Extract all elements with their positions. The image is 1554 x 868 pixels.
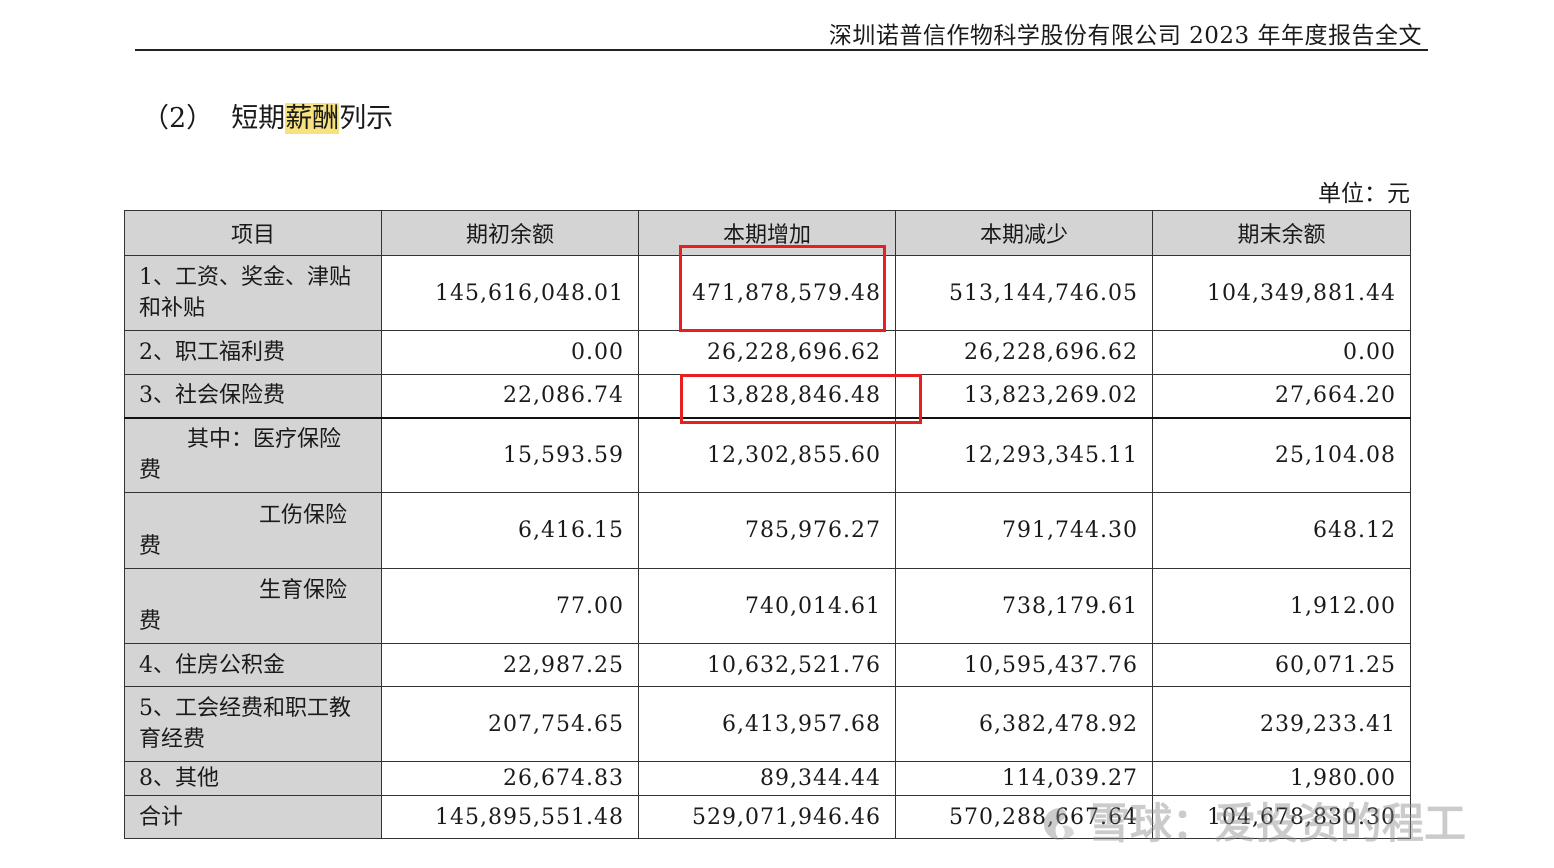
cell-increase: 740,014.61 — [638, 568, 896, 644]
row-label: 其中：医疗保险费 — [124, 416, 382, 493]
row-label: 8、其他 — [124, 761, 382, 796]
row-label: 4、住房公积金 — [124, 643, 382, 687]
cell-closing-balance: 25,104.08 — [1152, 416, 1411, 493]
cell-opening-balance: 26,674.83 — [381, 761, 639, 796]
section-number: （2） — [142, 103, 214, 134]
cell-decrease: 114,039.27 — [895, 761, 1153, 796]
cell-closing-balance: 239,233.41 — [1152, 686, 1411, 762]
row-label: 3、社会保险费 — [124, 374, 382, 418]
cell-opening-balance: 22,987.25 — [381, 643, 639, 687]
row-label: 工伤保险费 — [124, 492, 382, 569]
column-header: 期初余额 — [381, 210, 639, 256]
table-row: 4、住房公积金 22,987.25 10,632,521.76 10,595,4… — [124, 643, 1411, 687]
row-label: 合计 — [124, 795, 382, 839]
cell-opening-balance: 0.00 — [381, 330, 639, 375]
section-title-highlight: 薪酬 — [285, 103, 340, 134]
table-row: 工伤保险费 6,416.15 785,976.27 791,744.30 648… — [124, 492, 1411, 569]
table-row: 3、社会保险费 22,086.74 13,828,846.48 13,823,2… — [124, 374, 1411, 418]
cell-opening-balance: 145,616,048.01 — [381, 255, 639, 331]
cell-increase: 13,828,846.48 — [638, 374, 896, 418]
table-header-row: 项目 期初余额 本期增加 本期减少 期末余额 — [124, 210, 1411, 256]
short-term-compensation-table: 项目 期初余额 本期增加 本期减少 期末余额 1、工资、奖金、津贴 和补贴 145… — [124, 210, 1411, 839]
table-row: 2、职工福利费 0.00 26,228,696.62 26,228,696.62… — [124, 330, 1411, 375]
column-header: 本期增加 — [638, 210, 896, 256]
cell-increase: 12,302,855.60 — [638, 416, 896, 493]
cell-opening-balance: 22,086.74 — [381, 374, 639, 418]
cell-increase: 6,413,957.68 — [638, 686, 896, 762]
cell-decrease: 12,293,345.11 — [895, 416, 1153, 493]
cell-decrease: 13,823,269.02 — [895, 374, 1153, 418]
cell-closing-balance: 1,980.00 — [1152, 761, 1411, 796]
total-row: 合计 145,895,551.48 529,071,946.46 570,288… — [124, 795, 1411, 839]
cell-increase: 471,878,579.48 — [638, 255, 896, 331]
cell-closing-balance: 104,678,830.30 — [1152, 795, 1411, 839]
table-row: 其中：医疗保险费 15,593.59 12,302,855.60 12,293,… — [124, 416, 1411, 493]
watermark: 雪球：爱投资的程工 — [1040, 790, 1466, 851]
cell-increase: 10,632,521.76 — [638, 643, 896, 687]
row-label: 生育保险费 — [124, 568, 382, 644]
snowball-logo-icon — [1044, 808, 1074, 840]
cell-decrease: 10,595,437.76 — [895, 643, 1153, 687]
cell-opening-balance: 145,895,551.48 — [381, 795, 639, 839]
column-header: 本期减少 — [895, 210, 1153, 256]
cell-closing-balance: 104,349,881.44 — [1152, 255, 1411, 331]
cell-decrease: 791,744.30 — [895, 492, 1153, 569]
cell-increase: 26,228,696.62 — [638, 330, 896, 375]
cell-decrease: 570,288,667.64 — [895, 795, 1153, 839]
cell-decrease: 738,179.61 — [895, 568, 1153, 644]
cell-closing-balance: 648.12 — [1152, 492, 1411, 569]
table-row: 1、工资、奖金、津贴 和补贴 145,616,048.01 471,878,579… — [124, 255, 1411, 331]
cell-closing-balance: 60,071.25 — [1152, 643, 1411, 687]
section-title-pre: 短期 — [231, 103, 286, 134]
row-label: 2、职工福利费 — [124, 330, 382, 375]
row-label: 1、工资、奖金、津贴 和补贴 — [124, 255, 382, 331]
cell-opening-balance: 77.00 — [381, 568, 639, 644]
report-header-title: 深圳诺普信作物科学股份有限公司 2023 年年度报告全文 — [828, 23, 1422, 49]
column-header: 项目 — [124, 210, 382, 256]
header-divider — [135, 49, 1428, 51]
watermark-text: 雪球：爱投资的程工 — [1088, 799, 1467, 848]
cell-opening-balance: 15,593.59 — [381, 416, 639, 493]
cell-increase: 529,071,946.46 — [638, 795, 896, 839]
cell-closing-balance: 27,664.20 — [1152, 374, 1411, 418]
cell-decrease: 6,382,478.92 — [895, 686, 1153, 762]
row-label: 5、工会经费和职工教 育经费 — [124, 686, 382, 762]
cell-decrease: 513,144,746.05 — [895, 255, 1153, 331]
table-row: 5、工会经费和职工教 育经费 207,754.65 6,413,957.68 6,… — [124, 686, 1411, 762]
cell-closing-balance: 1,912.00 — [1152, 568, 1411, 644]
cell-increase: 89,344.44 — [638, 761, 896, 796]
table-row: 生育保险费 77.00 740,014.61 738,179.61 1,912.… — [124, 568, 1411, 644]
column-header: 期末余额 — [1152, 210, 1411, 256]
section-title-post: 列示 — [339, 103, 394, 134]
cell-closing-balance: 0.00 — [1152, 330, 1411, 375]
cell-increase: 785,976.27 — [638, 492, 896, 569]
cell-opening-balance: 6,416.15 — [381, 492, 639, 569]
unit-label: 单位：元 — [1318, 181, 1410, 207]
cell-opening-balance: 207,754.65 — [381, 686, 639, 762]
section-heading: （2） 短期薪酬列示 — [142, 96, 393, 135]
cell-decrease: 26,228,696.62 — [895, 330, 1153, 375]
